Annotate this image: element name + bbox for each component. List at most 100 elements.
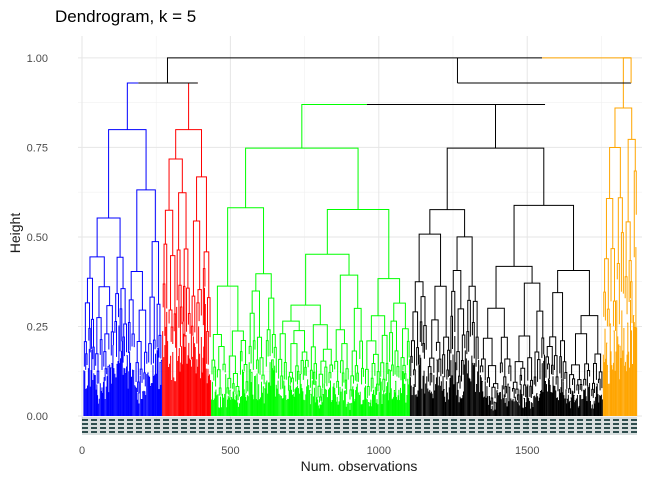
dendrogram-link <box>328 390 329 416</box>
dendrogram-link <box>193 221 199 296</box>
dendrogram-link <box>390 333 393 365</box>
dendrogram-link <box>210 375 211 416</box>
dendrogram-link <box>421 297 425 326</box>
dendrogram-link <box>509 366 511 381</box>
dendrogram-link <box>225 375 226 416</box>
dendrogram-link <box>623 328 624 416</box>
dendrogram-link <box>291 305 320 325</box>
dendrogram-link <box>249 346 251 363</box>
dendrogram-link <box>177 361 178 416</box>
dendrogram-link <box>210 381 211 416</box>
dendrogram-link <box>458 390 459 416</box>
dendrogram-link <box>573 379 575 393</box>
dendrogram-link <box>297 371 298 384</box>
dendrogram-link <box>443 355 445 378</box>
dendrogram-link <box>528 358 532 381</box>
dendrogram-link <box>467 332 469 355</box>
dendrogram-link <box>607 309 609 326</box>
dendrogram-link <box>219 388 221 396</box>
dendrogram-link <box>128 323 130 354</box>
dendrogram-link <box>313 372 314 385</box>
dendrogram-link <box>117 364 118 416</box>
dendrogram-link <box>476 392 477 416</box>
dendrogram-link <box>365 369 368 386</box>
dendrogram-link <box>556 377 558 391</box>
dendrogram-link <box>397 367 399 378</box>
dendrogram-link <box>496 104 546 148</box>
y-axis-title: Height <box>7 213 23 254</box>
dendrogram-link <box>107 306 113 334</box>
dendrogram-link <box>217 286 237 334</box>
leaf-labels <box>82 417 637 435</box>
dendrogram-link <box>391 321 396 351</box>
dendrogram-link <box>193 337 194 416</box>
dendrogram-link <box>492 387 495 398</box>
dendrogram-link <box>394 303 406 329</box>
dendrogram-link <box>136 363 138 382</box>
dendrogram-link <box>514 205 573 270</box>
dendrogram-link <box>171 356 172 416</box>
dendrogram-link <box>346 369 348 380</box>
dendrogram-link <box>253 341 255 370</box>
dendrogram-link <box>188 314 190 334</box>
dendrogram-link <box>483 338 492 365</box>
dendrogram-link <box>116 294 119 322</box>
dendrogram-link <box>516 401 517 416</box>
dendrogram-link <box>621 233 623 294</box>
dendrogram-link <box>189 83 198 130</box>
dendrogram-link <box>417 348 419 366</box>
dendrogram-link <box>176 130 202 177</box>
dendrogram-link <box>459 376 460 389</box>
dendrogram-link <box>302 104 367 148</box>
dendrogram-link <box>611 249 614 302</box>
dendrogram-link <box>580 384 582 391</box>
dendrogram-link <box>213 334 221 360</box>
dendrogram-link <box>592 389 593 398</box>
dendrogram-link <box>214 367 216 386</box>
dendrogram-link <box>634 171 636 257</box>
dendrogram-link <box>278 381 279 416</box>
dendrogram-link <box>488 308 505 338</box>
dendrogram-link <box>542 58 631 83</box>
dendrogram-link <box>217 395 218 416</box>
dendrogram-link <box>89 328 90 352</box>
dendrogram-link <box>222 394 223 416</box>
dendrogram-link <box>595 354 601 372</box>
x-axis-title: Num. observations <box>301 458 418 474</box>
dendrogram-link <box>207 331 209 364</box>
dendrogram-link <box>325 367 327 386</box>
dendrogram-link <box>534 377 535 386</box>
dendrogram-link <box>560 357 562 379</box>
dendrogram-link <box>228 208 264 286</box>
dendrogram-link <box>337 381 339 395</box>
dendrogram-link <box>242 370 243 416</box>
dendrogram-link <box>545 381 546 416</box>
dendrogram-link <box>138 382 139 393</box>
dendrogram-link <box>169 364 170 416</box>
dendrogram-link <box>494 384 498 390</box>
dendrogram-link <box>604 292 606 320</box>
dendrogram-link <box>137 341 141 369</box>
dendrogram-link <box>294 331 305 352</box>
dendrogram-link <box>515 397 516 416</box>
dendrogram-link <box>352 351 356 376</box>
dendrogram-link <box>283 321 299 334</box>
dendrogram-link <box>451 316 453 353</box>
dendrogram-link <box>487 378 489 387</box>
dendrogram-link <box>187 364 188 416</box>
dendrogram-link <box>457 237 472 286</box>
dendrogram-link <box>233 384 234 392</box>
dendrogram-link <box>97 371 99 384</box>
dendrogram-link <box>217 396 218 416</box>
dendrogram-link <box>373 390 374 416</box>
dendrogram-link <box>435 286 446 337</box>
dendrogram-link <box>386 363 388 380</box>
dendrogram-link <box>329 388 330 416</box>
dendrogram-link <box>505 387 506 397</box>
dendrogram-link <box>269 298 274 334</box>
dendrogram-link <box>311 347 315 370</box>
dendrogram-link <box>134 370 135 416</box>
dendrogram-link <box>578 380 581 385</box>
y-tick-label: 0.50 <box>27 232 48 244</box>
